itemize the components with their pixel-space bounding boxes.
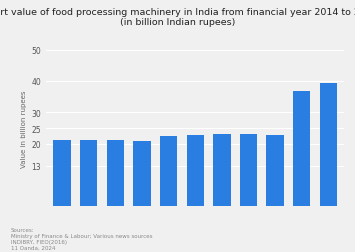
Bar xyxy=(320,84,337,207)
Bar xyxy=(293,92,310,207)
Bar xyxy=(133,141,151,207)
Bar xyxy=(107,141,124,207)
Bar xyxy=(187,135,204,207)
Bar xyxy=(54,140,71,207)
Bar xyxy=(160,137,177,207)
Bar xyxy=(240,135,257,207)
Bar xyxy=(213,135,230,207)
Y-axis label: Value in billion rupees: Value in billion rupees xyxy=(21,90,27,167)
Text: Sources:
Ministry of Finance & Labour; Various news sources
INDIBRY, FIEO(2016)
: Sources: Ministry of Finance & Labour; V… xyxy=(11,227,152,249)
Bar xyxy=(267,135,284,207)
Bar xyxy=(80,141,97,207)
Text: Export value of food processing machinery in India from financial year 2014 to 2: Export value of food processing machiner… xyxy=(0,8,355,27)
